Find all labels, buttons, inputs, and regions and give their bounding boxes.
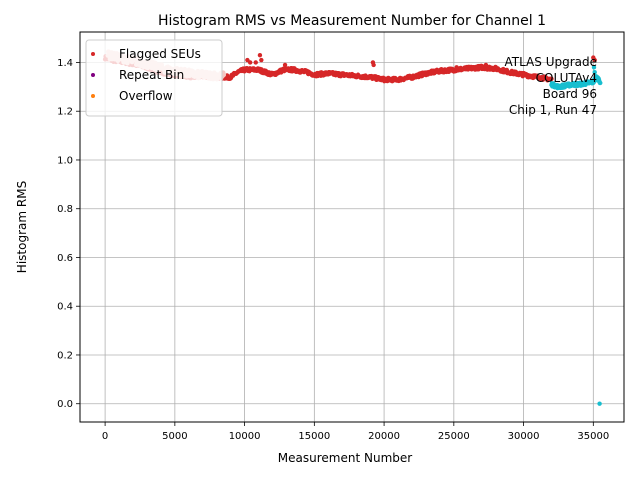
data-point	[592, 70, 597, 75]
annotation-line: COLUTAv4	[536, 71, 597, 85]
annotation-line: Chip 1, Run 47	[509, 103, 597, 117]
legend-box	[85, 39, 223, 117]
annotation-line: ATLAS Upgrade	[504, 55, 597, 69]
x-axis-ticks: 0 5000 10000 15000 20000 25000 30000 35000	[102, 422, 609, 442]
x-tick-label: 35000	[577, 431, 609, 442]
y-tick-label: 0.8	[57, 204, 73, 215]
x-tick-label: 25000	[438, 431, 470, 442]
data-point	[282, 62, 288, 68]
legend-items: Flagged SEUs Repeat Bin Overflow	[91, 47, 201, 103]
x-axis-label: Measurement Number	[278, 451, 412, 465]
plot-frame	[79, 31, 625, 423]
x-tick-label: 15000	[298, 431, 330, 442]
x-tick-label: 5000	[162, 431, 187, 442]
data-point	[257, 52, 263, 58]
legend-label: Repeat Bin	[119, 68, 184, 82]
annotation-line: Board 96	[543, 87, 597, 101]
data-point	[592, 57, 597, 63]
annotation-text: ATLAS Upgrade COLUTAv4 Board 96 Chip 1, Run…	[504, 55, 597, 117]
x-tick-label: 0	[102, 431, 108, 442]
y-tick-label: 1.4	[57, 58, 73, 69]
data-point	[247, 60, 253, 65]
data-point	[483, 62, 489, 68]
y-tick-label: 1.0	[57, 155, 73, 166]
grid-lines	[80, 32, 624, 422]
legend-marker	[91, 52, 95, 56]
chart-title: Histogram RMS vs Measurement Number for …	[158, 13, 546, 29]
data-point	[253, 60, 258, 65]
x-tick-label: 30000	[508, 431, 540, 442]
x-tick-label: 10000	[229, 431, 261, 442]
data-point	[597, 401, 602, 406]
x-tick-label: 20000	[368, 431, 400, 442]
legend-marker	[91, 73, 95, 77]
y-tick-label: 1.2	[57, 107, 73, 118]
data-point	[454, 65, 459, 70]
data-point	[549, 76, 554, 81]
y-tick-label: 0.2	[57, 350, 73, 361]
data-point	[259, 57, 264, 63]
y-tick-label: 0.4	[57, 302, 73, 313]
data-point	[591, 65, 597, 70]
y-axis-label: Histogram RMS	[15, 181, 29, 273]
data-point	[598, 80, 603, 86]
legend-label: Flagged SEUs	[119, 47, 201, 61]
legend-marker	[91, 94, 95, 98]
data-point	[371, 62, 376, 68]
y-axis-ticks: 0.0 0.2 0.4 0.6 0.8 1.0 1.2 1.4	[57, 58, 80, 410]
y-tick-label: 0.0	[57, 399, 73, 410]
y-tick-label: 0.6	[57, 253, 73, 264]
legend: Flagged SEUs Repeat Bin Overflow	[85, 39, 223, 117]
legend-label: Overflow	[119, 89, 173, 103]
